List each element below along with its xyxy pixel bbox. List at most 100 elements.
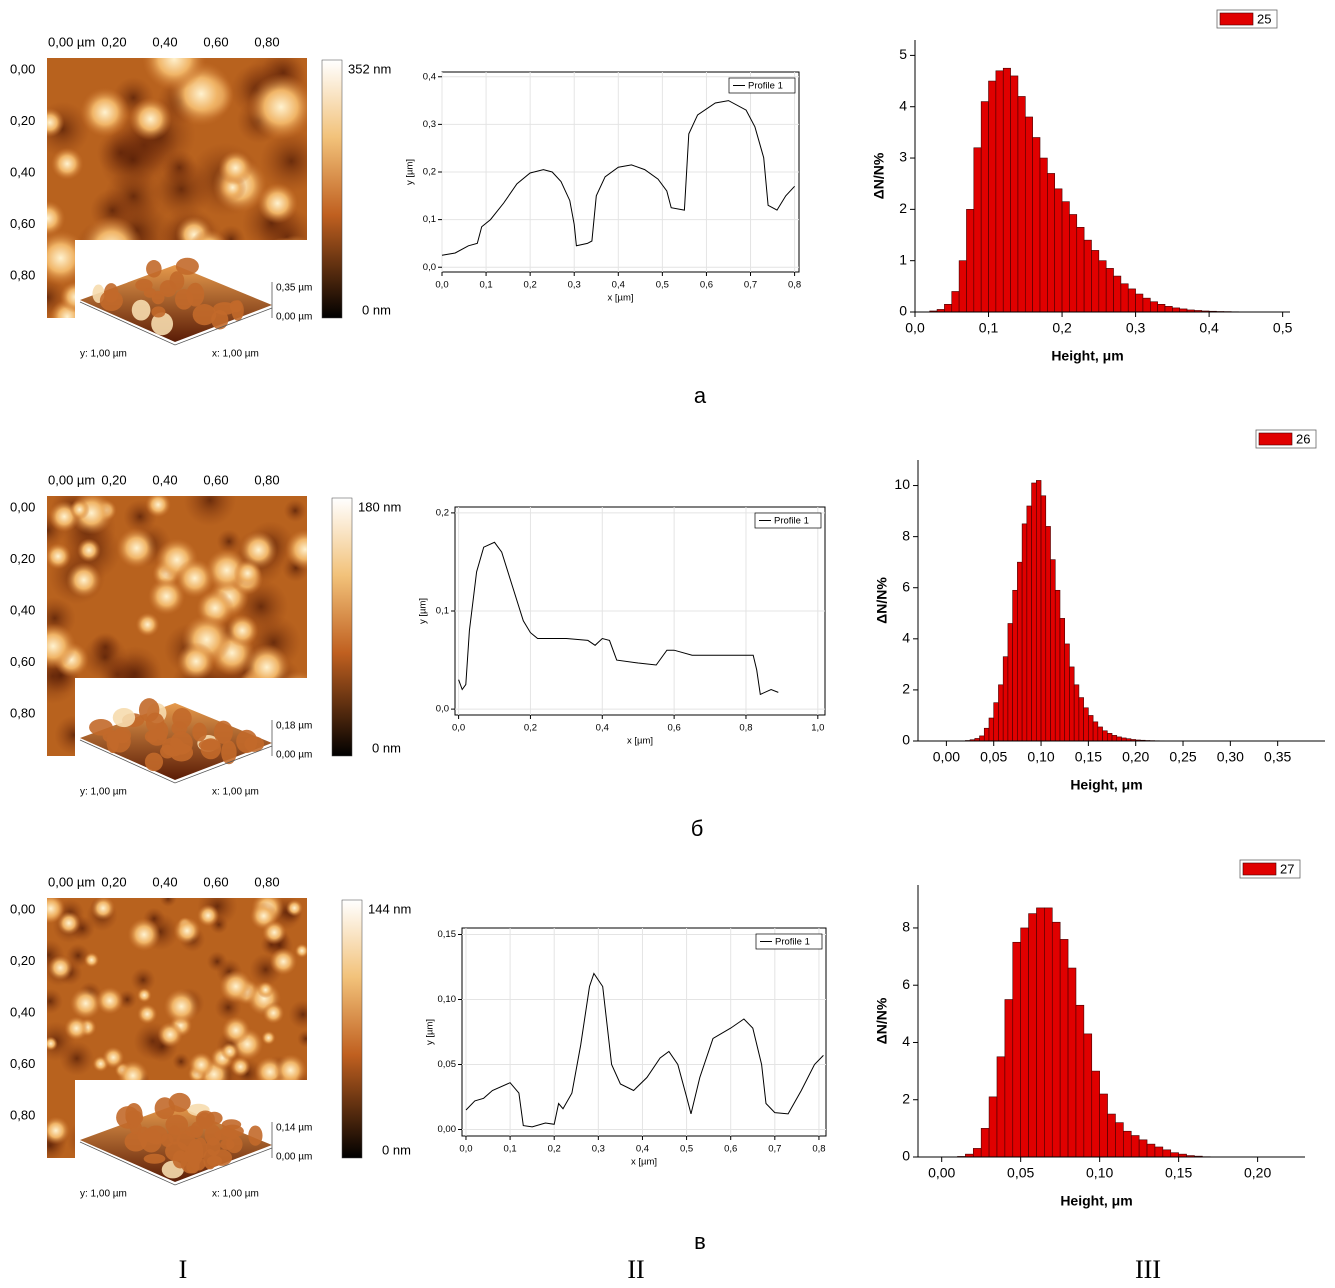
histogram-bar — [1028, 913, 1037, 1158]
afm-x-tick: 0,00 µm — [48, 874, 95, 889]
x-tick-label: 0,35 — [1264, 749, 1291, 765]
histogram-bar — [1054, 589, 1061, 742]
histogram-bar — [1004, 999, 1014, 1158]
afm-grain — [147, 577, 186, 615]
z-min: 0,00 µm — [276, 312, 312, 323]
x-size: x: 1,00 µm — [212, 1189, 259, 1200]
afm-grain — [47, 543, 72, 570]
afm-grain — [47, 898, 66, 924]
histogram-bar — [1045, 526, 1051, 742]
histogram-bar — [1127, 288, 1136, 313]
y-axis-title: y [µm] — [405, 159, 416, 185]
x-tick-label: 0,4 — [1199, 320, 1219, 336]
surface-bump — [221, 1124, 244, 1138]
afm-y-tick: 0,60 — [10, 216, 35, 231]
histogram-bar — [1135, 293, 1144, 313]
histogram-bar — [1075, 1004, 1085, 1158]
afm-y-tick: 0,40 — [10, 602, 35, 617]
afm-grain — [84, 952, 100, 968]
y-tick-label: 10 — [894, 476, 910, 492]
histogram-bar — [988, 717, 995, 742]
afm-grain — [157, 1021, 183, 1048]
x-size: x: 1,00 µm — [212, 349, 259, 360]
surface-bump — [99, 290, 123, 312]
histogram-bar — [1020, 927, 1029, 1158]
afm-grain — [221, 1016, 251, 1045]
afm-grain — [47, 955, 73, 981]
afm-grain — [188, 1052, 214, 1078]
afm-pit — [47, 988, 64, 1015]
y-axis-title: ΔN/N% — [871, 152, 887, 199]
x-tick-label: 0,0 — [435, 280, 448, 291]
colorbar — [321, 59, 343, 319]
afm-y-tick: 0,20 — [10, 113, 35, 128]
histogram-bar — [958, 260, 967, 313]
surface-bump — [140, 1128, 163, 1153]
x-tick-label: 0,00 — [933, 749, 960, 765]
x-tick-label: 0,0 — [459, 1144, 472, 1155]
x-tick-label: 0,00 — [928, 1165, 955, 1181]
afm-pit — [82, 634, 128, 680]
surface-bump — [213, 720, 233, 744]
legend-box — [754, 512, 822, 529]
histogram-bar — [1170, 1152, 1179, 1158]
histogram-bar — [966, 209, 975, 313]
x-tick-label: 0,8 — [812, 1144, 825, 1155]
histogram-bar — [988, 1096, 998, 1158]
afm-grain — [137, 1003, 158, 1025]
surface-bump — [170, 731, 193, 755]
x-tick-label: 0,15 — [1165, 1165, 1192, 1181]
histogram-bar — [1017, 96, 1026, 313]
histogram-bar — [1078, 697, 1084, 742]
colorbar — [331, 497, 353, 757]
x-tick-label: 0,5 — [656, 280, 669, 291]
y-tick-label: 5 — [899, 46, 907, 62]
afm-grain — [116, 527, 157, 569]
afm-grain — [262, 1002, 285, 1024]
afm-grain — [145, 496, 171, 518]
column-label: III — [1135, 1255, 1161, 1284]
afm-x-tick: 0,60 — [203, 472, 228, 487]
y-tick-label: 0,2 — [436, 507, 449, 518]
histogram-bar — [1039, 157, 1048, 313]
x-tick-label: 0,30 — [1217, 749, 1244, 765]
afm-grain — [69, 499, 90, 520]
x-tick-label: 0,05 — [980, 749, 1007, 765]
x-tick-label: 0,6 — [668, 723, 681, 734]
histogram-bar — [980, 1128, 990, 1158]
afm-grain — [284, 529, 307, 570]
histogram-bar — [996, 1056, 1006, 1158]
afm-grain — [294, 943, 307, 958]
afm-y-tick: 0,80 — [10, 1107, 35, 1122]
inset-axis — [79, 739, 273, 784]
surface-bump — [154, 1097, 175, 1120]
legend-label: Profile 1 — [775, 937, 810, 948]
y-tick-label: 4 — [899, 97, 907, 113]
x-tick-label: 0,4 — [612, 280, 625, 291]
y-tick-label: 0,00 — [438, 1124, 457, 1135]
histogram-bar — [995, 70, 1004, 313]
histogram-bar — [1162, 1149, 1172, 1158]
histogram-bar — [1105, 268, 1114, 313]
afm-grain — [66, 562, 102, 598]
y-tick-label: 0 — [899, 303, 907, 319]
surface-bump — [112, 708, 136, 728]
colorbar-min: 0 nm — [372, 740, 401, 755]
x-tick-label: 0,05 — [1007, 1165, 1034, 1181]
afm-grain — [269, 947, 298, 976]
histogram-bar — [1157, 304, 1166, 313]
legend-swatch — [1242, 862, 1277, 876]
legend-swatch — [1258, 432, 1293, 446]
x-tick-label: 0,3 — [568, 280, 581, 291]
histogram-bar — [1172, 307, 1181, 313]
afm-grain — [261, 1030, 276, 1045]
y-tick-label: 0,0 — [423, 262, 436, 273]
histogram-bar — [1069, 214, 1078, 313]
histogram-bar — [1142, 297, 1151, 313]
x-tick-label: 0,15 — [1075, 749, 1102, 765]
surface-bump — [106, 731, 119, 754]
surface-bump — [197, 1112, 213, 1130]
legend-label: 25 — [1257, 11, 1271, 26]
histogram-bar — [1064, 643, 1070, 742]
profile-line — [458, 541, 779, 696]
